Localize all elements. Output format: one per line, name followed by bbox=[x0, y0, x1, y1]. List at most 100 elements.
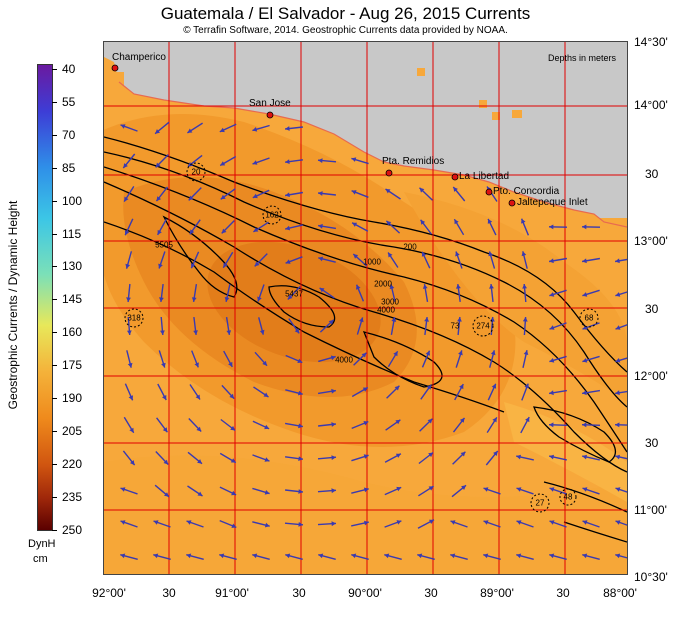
current-arrow-head bbox=[521, 218, 526, 224]
current-arrow-head bbox=[615, 358, 621, 363]
current-arrow-head bbox=[419, 187, 425, 193]
current-arrow-head bbox=[396, 486, 402, 492]
current-arrow-head bbox=[549, 292, 555, 297]
current-arrow-head bbox=[123, 163, 128, 168]
eddy-label: 162 bbox=[265, 210, 279, 220]
colorbar-tick-mark bbox=[52, 299, 57, 301]
current-arrow-head bbox=[124, 196, 129, 202]
current-arrow-head bbox=[186, 520, 192, 525]
map-frame[interactable]: Champerico San Jose Pta. Remidios La Lib… bbox=[103, 41, 628, 575]
eddy-circle bbox=[559, 488, 577, 506]
current-arrow-head bbox=[229, 393, 235, 399]
current-arrow-head bbox=[424, 317, 429, 322]
current-arrow-head bbox=[395, 419, 401, 425]
current-arrow-head bbox=[159, 297, 164, 302]
contour-2000 bbox=[104, 166, 627, 453]
lat-label: 30 bbox=[645, 436, 659, 450]
current-arrow-head bbox=[453, 187, 458, 192]
current-arrow-head bbox=[460, 451, 466, 457]
colorbar-tick-mark bbox=[52, 167, 57, 169]
contour-label: 200 bbox=[403, 242, 417, 252]
current-arrow-head bbox=[582, 325, 588, 330]
lon-label: 88°00' bbox=[603, 586, 637, 600]
current-arrow-head bbox=[549, 553, 555, 559]
current-arrow-head bbox=[195, 394, 200, 400]
current-arrow-head bbox=[223, 262, 228, 268]
current-arrow-head bbox=[285, 553, 291, 559]
current-arrow-head bbox=[298, 456, 303, 461]
current-arrow-head bbox=[615, 553, 621, 559]
current-arrow-head bbox=[492, 417, 497, 423]
current-arrow-head bbox=[264, 424, 270, 430]
contour-3000 bbox=[104, 181, 627, 473]
place-markers bbox=[111, 64, 516, 207]
contour-ridge bbox=[533, 406, 616, 463]
current-arrow-head bbox=[196, 426, 202, 432]
current-arrow-head bbox=[298, 522, 303, 527]
lon-label: 30 bbox=[292, 586, 306, 600]
current-arrow-head bbox=[363, 421, 369, 426]
current-arrow-head bbox=[490, 350, 496, 356]
current-arrow-head bbox=[331, 422, 336, 427]
current-arrow-head bbox=[124, 230, 130, 236]
dyn-height-peak bbox=[207, 241, 381, 363]
colorbar-tick-label: 235 bbox=[62, 489, 83, 504]
current-arrow-head bbox=[254, 261, 260, 267]
current-arrow-head bbox=[356, 284, 361, 290]
current-arrow-head bbox=[319, 287, 325, 293]
colorbar-tick-mark bbox=[52, 134, 57, 136]
current-arrow-head bbox=[318, 256, 324, 262]
colorbar-tick-label: 160 bbox=[62, 325, 83, 340]
lat-label: 13°00' bbox=[634, 234, 668, 248]
current-arrow-head bbox=[189, 229, 195, 235]
current-map bbox=[104, 42, 627, 574]
current-arrow-head bbox=[129, 427, 134, 433]
current-arrow-head bbox=[156, 196, 162, 202]
current-arrow-head bbox=[220, 161, 226, 166]
lat-label: 14°00' bbox=[634, 98, 668, 112]
current-arrow-head bbox=[421, 251, 427, 257]
current-arrow-head bbox=[363, 487, 369, 493]
current-arrow-head bbox=[187, 128, 193, 133]
current-arrow-head bbox=[262, 360, 267, 366]
current-arrow-head bbox=[331, 455, 336, 460]
current-arrow-head bbox=[161, 362, 166, 368]
colorbar-tick-label: 100 bbox=[62, 193, 83, 208]
current-arrow-head bbox=[549, 454, 554, 460]
contour-label: 4000 bbox=[377, 305, 395, 315]
current-arrow-head bbox=[363, 454, 369, 459]
contour-5437 bbox=[268, 285, 336, 328]
current-arrow-head bbox=[582, 553, 588, 559]
current-arrow-head bbox=[128, 395, 133, 401]
current-arrow-head bbox=[493, 451, 498, 456]
current-arrow-head bbox=[523, 350, 529, 355]
current-arrow-head bbox=[420, 219, 426, 225]
current-arrow-head bbox=[318, 191, 323, 196]
colorbar-tick-mark bbox=[52, 332, 57, 334]
contour-label: 1000 bbox=[363, 257, 381, 267]
current-arrow-head bbox=[158, 263, 163, 269]
current-arrow-head bbox=[417, 553, 423, 559]
colorbar-tick-mark bbox=[52, 398, 57, 399]
contour-label: 2000 bbox=[374, 279, 392, 289]
current-arrow-head bbox=[285, 225, 291, 231]
current-arrow-head bbox=[160, 330, 165, 335]
current-arrow-head bbox=[428, 486, 434, 491]
current-arrow-head bbox=[318, 223, 323, 229]
current-arrow-head bbox=[264, 490, 270, 495]
eddy-circle bbox=[124, 308, 144, 328]
lon-label: 92°00' bbox=[92, 586, 126, 600]
current-arrow-head bbox=[351, 190, 357, 195]
current-arrow-head bbox=[297, 390, 303, 396]
current-arrow-head bbox=[126, 297, 131, 302]
place-label-champerico: Champerico bbox=[112, 52, 166, 63]
current-arrow-head bbox=[163, 459, 169, 465]
current-arrow-head bbox=[297, 358, 303, 363]
current-arrow-head bbox=[549, 258, 554, 264]
current-arrow-head bbox=[298, 423, 303, 429]
current-arrow-head bbox=[388, 252, 393, 258]
current-arrow-head bbox=[120, 553, 126, 559]
current-arrow-head bbox=[197, 491, 203, 496]
current-arrow-head bbox=[186, 553, 192, 559]
colorbar-tick-label: 85 bbox=[62, 160, 76, 175]
